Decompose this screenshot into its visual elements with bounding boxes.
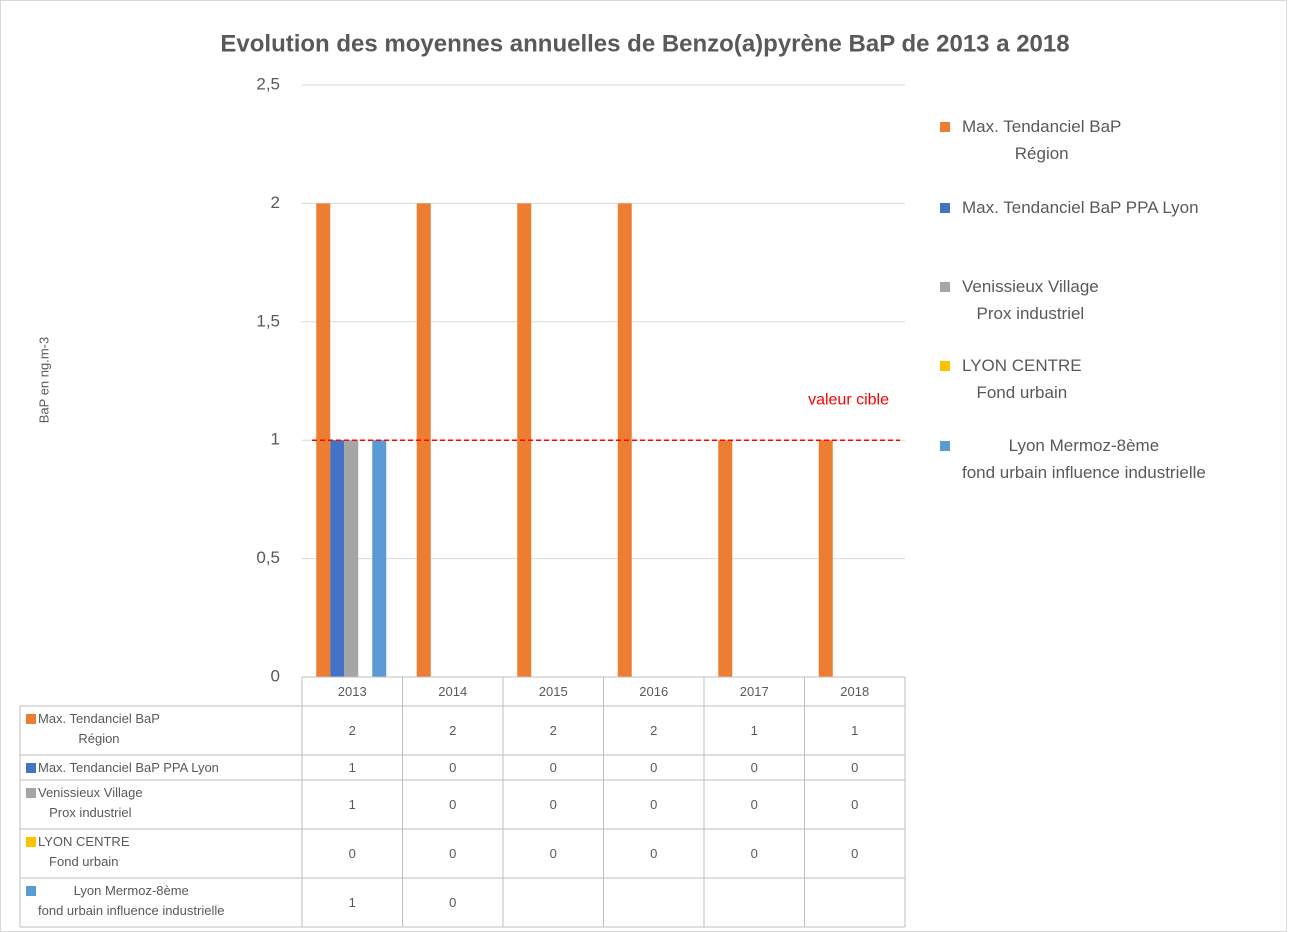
table-cell: 0 <box>449 846 456 861</box>
table-row-label: LYON CENTRE Fond urbain <box>26 832 296 872</box>
bar <box>372 440 387 677</box>
x-tick-label: 2014 <box>438 684 467 699</box>
table-cell: 1 <box>851 723 858 738</box>
table-cell: 0 <box>349 846 356 861</box>
table-cell: 2 <box>449 723 456 738</box>
legend-key <box>940 282 950 292</box>
y-tick-label: 0 <box>271 666 280 685</box>
bar <box>416 203 431 677</box>
reference-label: valeur cible <box>808 391 889 408</box>
legend-label: Venissieux Village Prox industriel <box>962 277 1099 323</box>
table-cell: 1 <box>751 723 758 738</box>
table-cell: 0 <box>751 797 758 812</box>
table-cell: 0 <box>851 797 858 812</box>
y-tick-label: 1,5 <box>256 311 280 330</box>
legend-label: Lyon Mermoz-8ème fond urbain influence i… <box>962 436 1206 482</box>
y-tick-label: 2 <box>271 193 280 212</box>
legend-key <box>940 361 950 371</box>
y-tick-label: 2,5 <box>256 74 280 93</box>
table-legend-key <box>26 788 36 798</box>
table-cell: 0 <box>449 895 456 910</box>
table-cell: 0 <box>550 846 557 861</box>
table-legend-key <box>26 763 36 773</box>
table-cell: 0 <box>449 797 456 812</box>
x-tick-label: 2016 <box>639 684 668 699</box>
table-cell: 0 <box>550 760 557 775</box>
chart-title: Evolution des moyennes annuelles de Benz… <box>220 30 1069 57</box>
legend-entry: Max. Tendanciel BaP Région <box>940 113 1121 167</box>
x-tick-label: 2017 <box>740 684 769 699</box>
table-row-name: Lyon Mermoz-8ème fond urbain influence i… <box>38 883 225 918</box>
table-cell: 2 <box>650 723 657 738</box>
table-cell: 0 <box>550 797 557 812</box>
table-cell: 0 <box>751 760 758 775</box>
table-cell: 1 <box>349 760 356 775</box>
legend-label: Max. Tendanciel BaP PPA Lyon <box>962 198 1199 217</box>
legend-key <box>940 203 950 213</box>
table-cell: 2 <box>349 723 356 738</box>
table-cell: 0 <box>449 760 456 775</box>
table-cell: 0 <box>851 760 858 775</box>
y-axis-label: BaP en ng.m-3 <box>36 337 51 423</box>
legend-label: LYON CENTRE Fond urbain <box>962 356 1082 402</box>
bar <box>718 440 733 677</box>
legend-entry: Lyon Mermoz-8ème fond urbain influence i… <box>940 432 1206 486</box>
table-cell: 0 <box>650 760 657 775</box>
table-row-label: Lyon Mermoz-8ème fond urbain influence i… <box>26 881 296 921</box>
x-tick-label: 2018 <box>840 684 869 699</box>
x-tick-label: 2013 <box>338 684 367 699</box>
legend-entry: Max. Tendanciel BaP PPA Lyon <box>940 194 1199 221</box>
y-tick-label: 1 <box>271 430 280 449</box>
table-row-name: Venissieux Village Prox industriel <box>38 785 143 820</box>
table-row-name: Max. Tendanciel BaP PPA Lyon <box>38 760 219 775</box>
table-cell: 2 <box>550 723 557 738</box>
legend-entry: LYON CENTRE Fond urbain <box>940 352 1082 406</box>
bar <box>344 440 359 677</box>
table-cell: 0 <box>650 797 657 812</box>
table-legend-key <box>26 837 36 847</box>
table-row-name: LYON CENTRE Fond urbain <box>38 834 130 869</box>
table-row-label: Max. Tendanciel BaP Région <box>26 709 296 749</box>
x-tick-label: 2015 <box>539 684 568 699</box>
legend-key <box>940 441 950 451</box>
table-legend-key <box>26 714 36 724</box>
table-row-label: Venissieux Village Prox industriel <box>26 783 296 823</box>
legend-entry: Venissieux Village Prox industriel <box>940 273 1099 327</box>
table-cell: 0 <box>751 846 758 861</box>
table-row-label: Max. Tendanciel BaP PPA Lyon <box>26 758 296 778</box>
table-cell: 1 <box>349 797 356 812</box>
legend-key <box>940 122 950 132</box>
table-row-name: Max. Tendanciel BaP Région <box>38 711 160 746</box>
table-cell: 1 <box>349 895 356 910</box>
table-cell: 0 <box>851 846 858 861</box>
table-legend-key <box>26 886 36 896</box>
table-cell: 0 <box>650 846 657 861</box>
y-tick-label: 0,5 <box>256 548 280 567</box>
legend-label: Max. Tendanciel BaP Région <box>962 117 1122 163</box>
bar <box>330 440 345 677</box>
bar <box>818 440 833 677</box>
